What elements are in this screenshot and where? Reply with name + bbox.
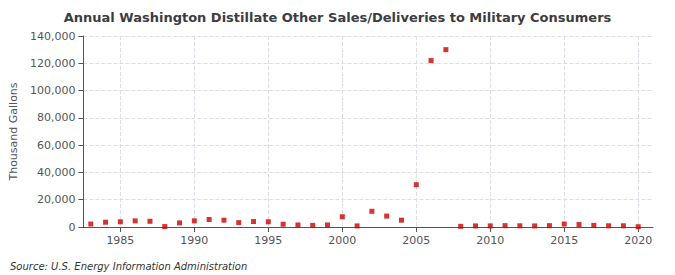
svg-text:120,000: 120,000 [30,57,76,70]
svg-text:1990: 1990 [180,234,208,247]
svg-text:100,000: 100,000 [30,84,76,97]
svg-text:2015: 2015 [550,234,578,247]
svg-text:20,000: 20,000 [37,193,76,206]
svg-text:Source: U.S. Energy Informatio: Source: U.S. Energy Information Administ… [10,261,247,272]
svg-text:140,000: 140,000 [30,30,76,43]
svg-text:1995: 1995 [254,234,282,247]
svg-text:Annual Washington Distillate O: Annual Washington Distillate Other Sales… [64,10,612,25]
svg-text:1985: 1985 [106,234,134,247]
svg-text:2010: 2010 [476,234,504,247]
svg-text:0: 0 [68,221,75,234]
svg-text:40,000: 40,000 [37,166,76,179]
svg-text:2020: 2020 [624,234,652,247]
svg-text:80,000: 80,000 [37,111,76,124]
svg-text:2005: 2005 [402,234,430,247]
svg-text:60,000: 60,000 [37,139,76,152]
svg-text:Thousand Gallons: Thousand Gallons [7,82,20,181]
svg-text:2000: 2000 [328,234,356,247]
